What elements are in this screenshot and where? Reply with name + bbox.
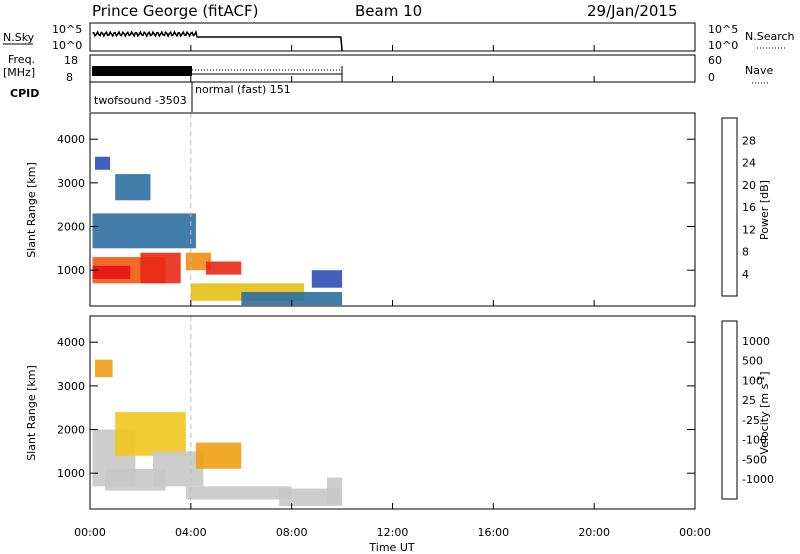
power-data-layer <box>92 113 343 306</box>
velocity-panel: 1000 2000 3000 4000 Slant Range [km] 1000 50… <box>25 315 774 510</box>
freq-panel: Freq. [MHz] 18 8 60 0 Nave <box>3 53 773 84</box>
nave-tick-top: 60 <box>708 54 722 67</box>
colorbar-tick-2: 12 <box>742 223 756 236</box>
xtick-label-0: 00:00 <box>74 526 106 539</box>
nave-label: Nave <box>745 64 773 77</box>
nsky-tick-top: 10^5 <box>52 23 82 36</box>
velocity-data-layer <box>92 316 343 509</box>
power-panel: 1000 2000 3000 4000 Slant Range [km] 4 8 12 16… <box>25 112 771 307</box>
colorbar-tick-1: 8 <box>742 246 749 259</box>
data-region-1 <box>115 412 186 456</box>
ytick-label-1: 2000 <box>57 221 85 234</box>
data-region-8 <box>327 477 343 504</box>
data-region-8 <box>95 156 111 170</box>
data-region-10 <box>311 270 343 288</box>
freq-trace-twofsound <box>92 66 192 76</box>
velocity-colorbar: 1000 500 100 25 -25 -100 -500 -1000 <box>721 320 774 500</box>
ytick-label-0: 1000 <box>57 467 85 480</box>
ytick-label-2: 3000 <box>57 177 85 190</box>
colorbar-tick-0: 1000 <box>742 335 770 348</box>
data-region-2 <box>92 265 131 279</box>
data-region-0 <box>92 213 196 249</box>
beam-title: Beam 10 <box>355 2 422 20</box>
colorbar-tick-1: 500 <box>742 355 763 368</box>
freq-tick-top: 18 <box>64 54 78 67</box>
data-region-6 <box>279 488 343 506</box>
colorbar-tick-5: 24 <box>742 157 756 170</box>
nsky-right-tick-bottom: 10^0 <box>708 39 738 52</box>
nsky-trace <box>92 29 343 52</box>
colorbar-tick-6: 28 <box>742 134 756 147</box>
nsearch-label: N.Search <box>745 30 795 43</box>
power-colorbar: 4 8 12 16 20 24 28 <box>721 117 756 297</box>
data-region-4 <box>195 442 242 469</box>
station-title: Prince George (fitACF) <box>92 2 258 20</box>
colorbar-tick-7: -1000 <box>742 473 774 486</box>
nsky-label: N.Sky <box>3 31 35 44</box>
data-region-5 <box>185 486 292 500</box>
xtick-label-6: 00:00 <box>679 526 711 539</box>
ytick-label-1: 2000 <box>57 424 85 437</box>
cpid-label: CPID <box>10 87 39 100</box>
ytick-label-3: 4000 <box>57 336 85 349</box>
ytick-label-0: 1000 <box>57 264 85 277</box>
time-axis-label: Time UT <box>368 541 414 554</box>
colorbar-tick-6: -500 <box>742 453 767 466</box>
freq-tick-bottom: 8 <box>66 71 73 84</box>
ytick-label-2: 3000 <box>57 380 85 393</box>
velocity-colorbar-label: Velocity [m s-1] <box>757 371 771 454</box>
data-region-5 <box>206 261 242 275</box>
colorbar-tick-4: 20 <box>742 179 756 192</box>
nsky-right-tick-top: 10^5 <box>708 23 738 36</box>
data-region-9 <box>115 174 151 201</box>
ytick-label-3: 4000 <box>57 133 85 146</box>
freq-label-1: Freq. <box>8 53 35 66</box>
data-region-7 <box>95 359 113 378</box>
colorbar-tick-0: 4 <box>742 268 749 281</box>
power-frame <box>89 112 696 307</box>
xtick-label-1: 04:00 <box>175 526 207 539</box>
velocity-ylabel: Slant Range [km] <box>25 365 38 461</box>
nave-tick-bottom: 0 <box>708 71 715 84</box>
data-region-3 <box>140 252 181 284</box>
power-ylabel: Slant Range [km] <box>25 162 38 258</box>
velocity-yticks: 1000 2000 3000 4000 <box>57 336 695 480</box>
nsky-tick-bottom: 10^0 <box>52 39 82 52</box>
data-region-7 <box>241 292 343 306</box>
freq-label-2: [MHz] <box>3 66 35 79</box>
colorbar-frame <box>721 320 738 500</box>
time-axis: 00:00 04:00 08:00 12:00 16:00 20:00 00:00 <box>74 45 711 539</box>
colorbar-tick-4: -25 <box>742 414 760 427</box>
colorbar-tick-3: 25 <box>742 394 756 407</box>
data-region-2 <box>105 468 166 491</box>
xtick-label-2: 08:00 <box>276 526 308 539</box>
cpid-normal: normal (fast) 151 <box>195 83 291 96</box>
power-yticks: 1000 2000 3000 4000 <box>57 133 695 277</box>
nsky-panel: N.Sky 10^5 10^0 10^5 10^0 N.Search <box>3 22 795 52</box>
cpid-twofsound: twofsound -3503 <box>94 94 187 107</box>
power-colorbar-label: Power [dB] <box>758 180 771 240</box>
data-region-3 <box>153 451 204 487</box>
xtick-label-4: 16:00 <box>477 526 509 539</box>
colorbar-tick-5: -100 <box>742 434 767 447</box>
data-region-4 <box>185 252 211 271</box>
date-title: 29/Jan/2015 <box>587 2 678 20</box>
xtick-label-5: 20:00 <box>578 526 610 539</box>
colorbar-frame <box>721 117 738 297</box>
colorbar-tick-2: 100 <box>742 374 763 387</box>
colorbar-tick-3: 16 <box>742 201 756 214</box>
xtick-label-3: 12:00 <box>377 526 409 539</box>
cpid-row: CPID twofsound -3503 normal (fast) 151 <box>10 82 291 112</box>
